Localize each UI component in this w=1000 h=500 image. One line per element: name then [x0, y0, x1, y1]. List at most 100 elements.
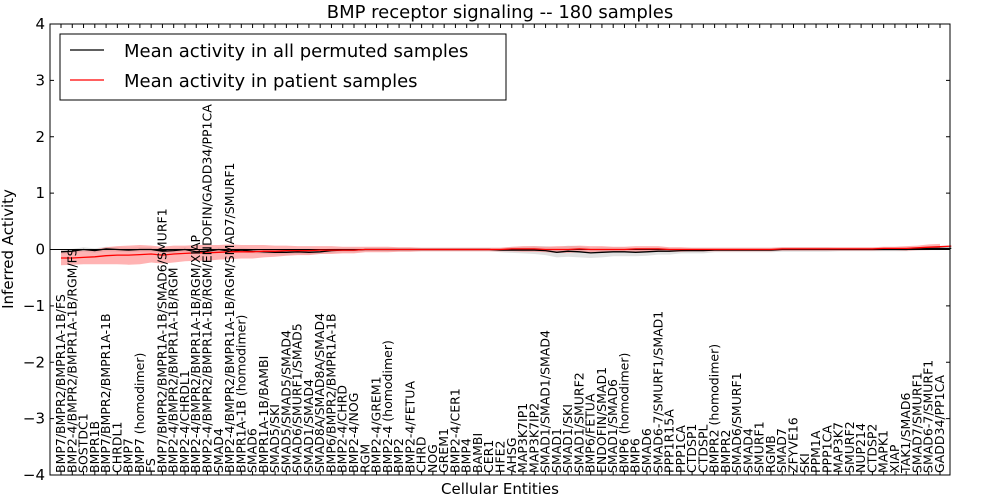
entity-label: XIAP [887, 444, 902, 473]
entity-label: SMAD8A/SMAD8A/SMAD4 [312, 313, 327, 473]
entity-label: SMAD5/SKI [267, 404, 282, 473]
entity-label: CTDSP2 [864, 424, 879, 473]
entity-label: BMP2-4/GREM1 [369, 376, 384, 473]
entity-label: BMP2-4/BMPR2/BMPR1A-1B/RGM/XIAP [188, 234, 203, 473]
legend-label-patient: Mean activity in patient samples [124, 71, 418, 92]
entity-label: HFE2 [493, 441, 508, 473]
entity-label: BMP2-4/BMPR2/BMPR1A-1B/RGM/FS [64, 248, 79, 473]
entity-label: SMAD1/SMURF2 [571, 372, 586, 473]
entity-label: ZFYVE16 [786, 417, 801, 473]
y-tick-label: 2 [35, 128, 45, 146]
entity-label: CTDSP1 [684, 424, 699, 473]
entity-label: BMPR1A-1B (homodimer) [233, 315, 248, 473]
entity-label: BMP2-4/BMPR2/BMPR1A-1B/RGM/ENDOFIN/GADD3… [200, 104, 215, 473]
entity-label: BMP6/FETUA [583, 393, 598, 473]
entity-label: MAPK1 [876, 430, 891, 473]
y-tick-label: 3 [35, 71, 45, 89]
entity-label: BMP2-4/FETUA [402, 381, 417, 473]
activity-lines [50, 245, 952, 259]
entity-label: FS [143, 458, 158, 473]
entity-label: BMPR2 [718, 429, 733, 473]
entity-label: BMPR1B [87, 421, 102, 473]
entity-label: SMAD6/SMURF1 [729, 372, 744, 473]
legend: Mean activity in all permuted samples Me… [59, 33, 507, 101]
entity-label: SKI [797, 453, 812, 473]
entity-label: BMP7/BMPR2/BMPR1A-1B/FS [53, 294, 68, 473]
entity-label: BMP4 [459, 438, 474, 473]
entity-label: BMP6/BMPR2/BMPR1A-1B [324, 313, 339, 473]
entity-label: SMAD1/SKI [560, 404, 575, 473]
x-axis-label: Cellular Entities [441, 480, 559, 498]
entity-label: BMP7 [121, 438, 136, 473]
entity-label: BMP7 (homodimer) [132, 353, 147, 473]
entity-label: BMP2 [391, 438, 406, 473]
entity-label: RGMB [763, 435, 778, 473]
legend-box [59, 33, 507, 101]
entity-label: SMURF2 [842, 421, 857, 473]
entity-label: CHRD [414, 437, 429, 473]
entity-label: PPP1CA [673, 425, 688, 473]
entity-label: CTDSPL [695, 424, 710, 472]
entity-label: BMP2-4/NOG [346, 393, 361, 473]
y-axis-label: Inferred Activity [0, 189, 17, 309]
entity-label: GREM1 [436, 428, 451, 473]
entity-label: SMAD4 [740, 428, 755, 473]
entity-label: BMP6 [628, 438, 643, 473]
entity-label: BMP7/BMPR2/BMPR1A-1B [98, 313, 113, 473]
entity-label: BMP2-4/CHRD [335, 385, 350, 473]
entity-label: BMP2-4/BMPR2/BMPR1A-1B/RGM/SMAD7/SMURF1 [222, 162, 237, 472]
entity-label: SMAD1/SMAD6 [605, 379, 620, 473]
x-axis [60, 24, 941, 475]
y-axis: −4 −3 −2 −1 0 1 2 3 4 [23, 15, 950, 484]
entity-label: SMAD4 [211, 428, 226, 473]
entity-label: SMAD6/SMURF1/SMAD5 [290, 323, 305, 473]
entity-label: BMP6 (homodimer) [617, 353, 632, 473]
entity-label: ENDOFIN/SMAD1 [594, 367, 609, 473]
entity-label: BAMBI [470, 433, 485, 473]
entity-label: CHRDL1 [109, 422, 124, 473]
entity-label: BMP2-4/CER1 [447, 388, 462, 473]
chart-title: BMP receptor signaling -- 180 samples [327, 2, 674, 23]
entity-label: SOSTDC1 [76, 413, 91, 473]
entity-label: BMP2-4 (homodimer) [380, 340, 395, 473]
plot-frame [49, 23, 951, 476]
entity-label: SMAD6 [639, 428, 654, 473]
y-tick-label: −1 [23, 297, 45, 315]
entity-label: SMURF1 [752, 421, 767, 473]
y-tick-label: 4 [35, 15, 45, 33]
entity-label: BMPR2 (homodimer) [707, 344, 722, 473]
legend-label-permuted: Mean activity in all permuted samples [124, 41, 468, 62]
y-tick-label: 0 [35, 241, 45, 259]
entity-label: RGM [357, 444, 372, 473]
entity-label: BMP7/BMPR2/BMPR1A-1B/SMAD6/SMURF1 [154, 208, 169, 473]
entity-label: BMPR1A-1B/BAMBI [256, 356, 271, 473]
entity-label: SMAD6-7/SMURF1/SMAD1 [650, 311, 665, 473]
y-tick-label: 1 [35, 184, 45, 202]
entity-label: NUP214 [853, 423, 868, 473]
entity-label: PPP1CA [819, 425, 834, 473]
entity-label: BMP2-4/BMPR2/BMPR1A-1B/RGM [166, 268, 181, 474]
entity-label: PPM1A [808, 430, 823, 473]
entity-label: SMAD1/SMAD4 [301, 379, 316, 473]
entity-label: BMP2-4/CHRDL1 [177, 370, 192, 473]
y-tick-label: −2 [23, 353, 45, 371]
entity-label: SMAD5/SMAD5/SMAD4 [278, 330, 293, 473]
entity-label: SMAD7/SMURF1 [910, 372, 925, 473]
entity-label: MAP3K7IP1 [515, 403, 530, 473]
entity-label: SMAD6 [245, 428, 260, 473]
y-tick-label: −4 [23, 466, 45, 484]
entity-label: CER1 [481, 440, 496, 473]
entity-label: SMAD1/SMAD1/SMAD4 [538, 330, 553, 473]
entity-label: SMAD6-7/SMURF1 [921, 360, 936, 473]
entity-label: SMAD7 [774, 428, 789, 473]
entity-label: NOG [425, 444, 440, 473]
entity-label: PPP1R15A [662, 409, 677, 473]
y-tick-label: −3 [23, 410, 45, 428]
entity-label: MAP3K7IP2 [526, 403, 541, 473]
entity-label: TAK1/SMAD6 [898, 393, 913, 474]
entity-label: MAP3K7 [831, 422, 846, 473]
patient-mean-line [61, 245, 952, 259]
entity-label: AHSG [504, 437, 519, 473]
entity-label: GADD34/PP1CA [932, 375, 947, 473]
